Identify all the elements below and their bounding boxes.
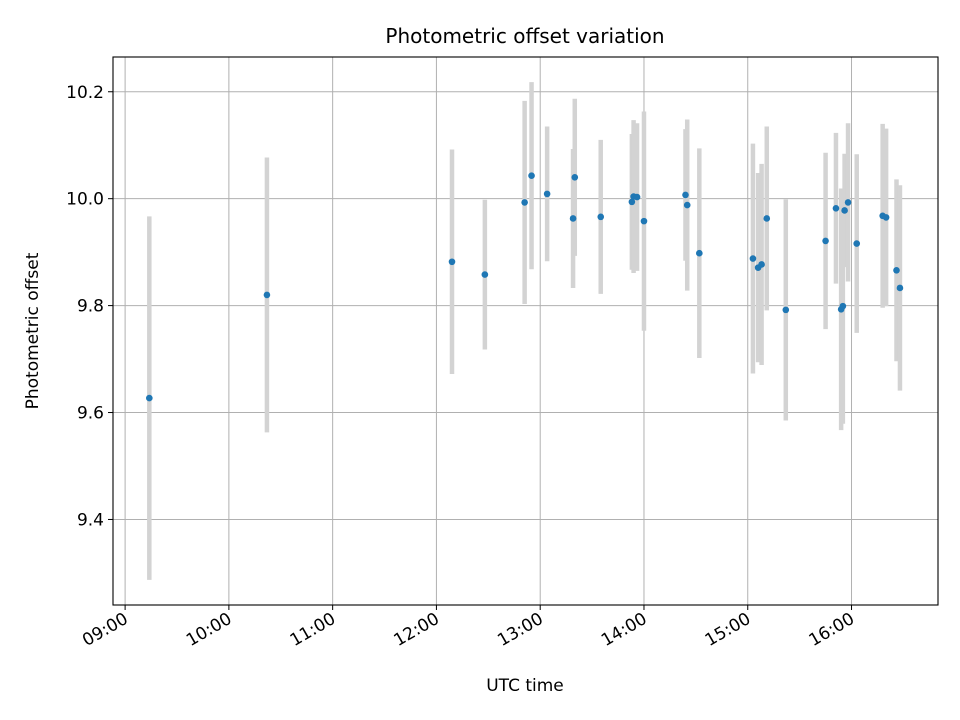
- data-point: [448, 258, 456, 266]
- y-tick-label: 10.0: [66, 190, 104, 210]
- data-point: [571, 173, 579, 181]
- data-point: [682, 191, 689, 199]
- data-point: [853, 240, 861, 247]
- data-point: [822, 237, 829, 245]
- x-tick-label: 13:00: [494, 609, 546, 651]
- y-axis: 9.4 9.6 9.8 10.0 10.2: [66, 83, 113, 530]
- data-point: [146, 394, 153, 402]
- x-tick-label: 09:00: [79, 609, 131, 651]
- data-point: [528, 172, 535, 179]
- data-point: [683, 201, 691, 209]
- y-tick-label: 9.8: [77, 297, 104, 317]
- x-tick-label: 11:00: [287, 609, 339, 651]
- x-tick-label: 10:00: [183, 609, 235, 651]
- x-axis-title: UTC time: [486, 676, 564, 696]
- data-points: [146, 172, 904, 402]
- data-point: [633, 193, 641, 201]
- y-tick-label: 9.4: [77, 510, 104, 530]
- data-point: [763, 215, 771, 222]
- x-tick-label: 16:00: [806, 609, 858, 651]
- data-point: [758, 261, 765, 268]
- y-tick-label: 9.6: [77, 404, 104, 424]
- chart-title: Photometric offset variation: [385, 24, 664, 48]
- x-tick-label: 15:00: [702, 609, 754, 651]
- data-point: [569, 215, 577, 222]
- data-point: [882, 214, 890, 221]
- x-tick-label: 12:00: [390, 609, 442, 651]
- data-point: [597, 213, 605, 221]
- y-tick-label: 10.2: [66, 83, 104, 103]
- data-point: [628, 198, 636, 206]
- data-point: [893, 267, 900, 274]
- plot-frame: [112, 56, 939, 606]
- data-point: [896, 284, 904, 292]
- x-tick-label: 14:00: [598, 609, 650, 651]
- data-point: [749, 255, 757, 262]
- data-point: [782, 306, 790, 314]
- data-point: [543, 190, 551, 198]
- data-point: [841, 207, 848, 214]
- error-bars: [147, 82, 903, 580]
- data-point: [844, 199, 852, 206]
- data-point: [696, 249, 703, 257]
- data-point: [839, 302, 847, 310]
- data-point: [640, 217, 648, 225]
- data-point: [521, 199, 528, 206]
- y-axis-title: Photometric offset: [23, 252, 43, 409]
- data-point: [263, 291, 271, 299]
- data-point: [832, 205, 840, 212]
- data-point: [481, 271, 489, 278]
- x-axis: 09:00 10:00 11:00 12:00 13:00 14:00 15:00 16:00: [79, 605, 858, 651]
